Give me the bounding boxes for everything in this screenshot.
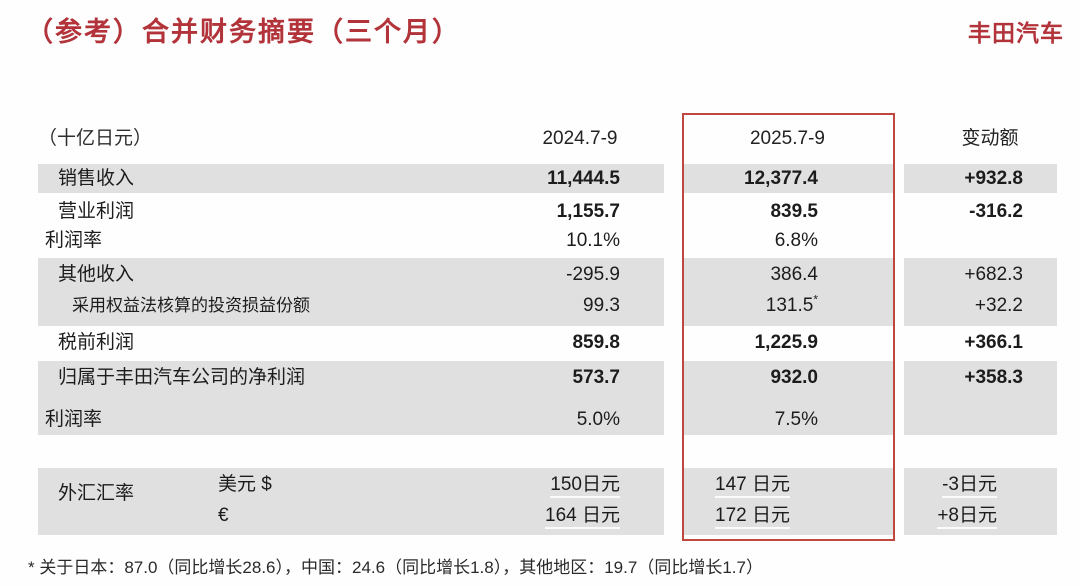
value-2024: 859.8	[572, 332, 620, 353]
value-2025: 172 日元	[640, 501, 790, 530]
column-header-2024: 2024.7-9	[542, 128, 618, 149]
table-row-sales-revenue: 销售收入 11,444.5 12,377.4 +932.8	[0, 164, 1080, 193]
table-row-fx-eur: € 164 日元 172 日元 +8日元	[0, 501, 1080, 530]
value-2024: 150日元	[420, 470, 620, 499]
fx-value: 172 日元	[715, 505, 790, 529]
value-change: -316.2	[969, 201, 1023, 222]
row-label: 销售收入	[58, 168, 135, 189]
currency-label-usd: 美元 $	[218, 474, 272, 495]
column-gap-right	[893, 164, 904, 535]
value-change: +8日元	[850, 501, 997, 530]
row-stripe-fx	[38, 468, 1057, 535]
value-2024: 11,444.5	[547, 168, 620, 189]
table-row-equity-method: 采用权益法核算的投资损益份额 99.3 131.5* +32.2	[0, 291, 1080, 320]
value-2025: 12,377.4	[744, 168, 818, 189]
value-2025: 932.0	[770, 367, 818, 388]
value-2025: 6.8%	[774, 230, 818, 251]
value-change: -3日元	[850, 470, 997, 499]
column-gap-left	[664, 164, 682, 535]
fx-value: 164 日元	[545, 505, 620, 529]
column-header-change: 变动额	[961, 128, 1019, 149]
fx-value: -3日元	[942, 474, 997, 498]
value-change: +932.8	[964, 168, 1023, 189]
value-2024: 5.0%	[576, 409, 620, 430]
table-header-row: （十亿日元） 2024.7-9 2025.7-9 变动额	[0, 124, 1080, 153]
value-2024: -295.9	[566, 264, 620, 285]
value-2025: 131.5*	[640, 291, 818, 320]
fx-value: 147 日元	[715, 474, 790, 498]
asterisk-marker: *	[813, 292, 818, 307]
value-2025-number: 131.5	[765, 295, 814, 316]
fx-value: +8日元	[937, 505, 997, 529]
value-change: +366.1	[964, 332, 1023, 353]
table-row-pretax-profit: 税前利润 859.8 1,225.9 +366.1	[0, 328, 1080, 357]
currency-label-eur: €	[218, 505, 229, 526]
value-change	[850, 226, 1023, 255]
row-label: 营业利润	[58, 201, 135, 222]
value-2025: 839.5	[770, 201, 818, 222]
brand-wordmark: 丰田汽车	[968, 20, 1064, 46]
table-row-other-income: 其他收入 -295.9 386.4 +682.3	[0, 260, 1080, 289]
column-header-2025: 2025.7-9	[749, 128, 825, 149]
value-2025: 147 日元	[640, 470, 790, 499]
fx-value: 150日元	[550, 474, 620, 498]
row-label: 其他收入	[58, 264, 135, 285]
value-2024: 1,155.7	[556, 201, 620, 222]
table-row-net-margin: 利润率 5.0% 7.5%	[0, 405, 1080, 434]
row-stripe-net-income	[38, 361, 1057, 435]
table-row-fx-usd: 美元 $ 150日元 147 日元 -3日元	[0, 470, 1080, 499]
value-change: +32.2	[974, 295, 1023, 316]
value-change: +682.3	[964, 264, 1023, 285]
page-title: （参考）合并财务摘要（三个月）	[26, 17, 461, 47]
row-stripe-other-income	[38, 258, 1057, 326]
value-2025: 386.4	[770, 264, 818, 285]
fx-section-label: 外汇汇率	[58, 483, 135, 504]
table-row-net-income: 归属于丰田汽车公司的净利润 573.7 932.0 +358.3	[0, 363, 1080, 392]
value-2024: 164 日元	[420, 501, 620, 530]
row-label: 利润率	[45, 409, 103, 430]
row-label: 税前利润	[58, 332, 135, 353]
value-2024: 10.1%	[566, 230, 620, 251]
value-2024: 99.3	[583, 295, 620, 316]
value-change: +358.3	[964, 367, 1023, 388]
row-label: 归属于丰田汽车公司的净利润	[58, 367, 306, 388]
footnote: * 关于日本：87.0（同比增长28.6），中国：24.6（同比增长1.8），其…	[28, 558, 763, 577]
value-change	[850, 405, 1023, 434]
unit-label: （十亿日元）	[38, 128, 153, 149]
value-2025: 1,225.9	[754, 332, 818, 353]
row-label: 利润率	[45, 230, 103, 251]
value-2025: 7.5%	[774, 409, 818, 430]
row-label: 采用权益法核算的投资损益份额	[72, 296, 310, 315]
table-row-operating-profit: 营业利润 1,155.7 839.5 -316.2	[0, 197, 1080, 226]
row-stripe-sales	[38, 164, 1057, 193]
table-row-operating-margin: 利润率 10.1% 6.8%	[0, 226, 1080, 255]
value-2024: 573.7	[572, 367, 620, 388]
